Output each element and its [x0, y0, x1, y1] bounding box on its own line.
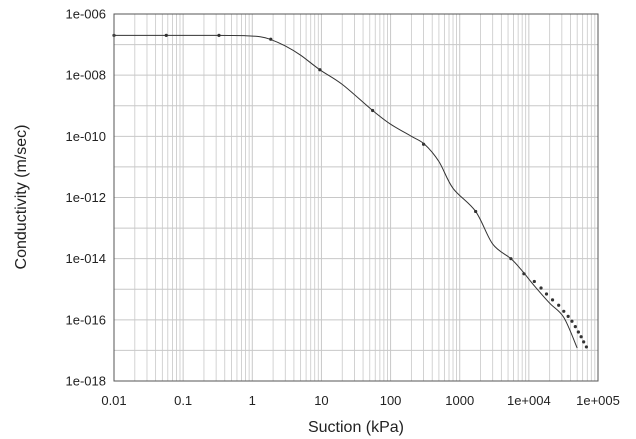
data-point [269, 37, 273, 41]
y-tick-label: 1e-008 [66, 68, 106, 83]
data-point [576, 330, 580, 334]
x-tick-label: 1 [249, 393, 256, 408]
x-tick-label: 1e+004 [507, 393, 551, 408]
y-tick-label: 1e-010 [66, 129, 106, 144]
data-point [557, 303, 561, 307]
marker-layer [112, 33, 589, 349]
y-tick-labels: 1e-018 1e-016 1e-014 1e-012 1e-010 1e-008 1e-0… [66, 7, 106, 389]
x-tick-label: 1e+005 [576, 393, 620, 408]
y-tick-label: 1e-012 [66, 190, 106, 205]
y-axis-label: Conductivity (m/sec) [13, 125, 30, 270]
data-point [584, 345, 589, 349]
data-point [421, 142, 426, 146]
x-tick-label: 100 [380, 393, 402, 408]
data-point [474, 209, 478, 214]
data-point [570, 319, 574, 323]
data-point [164, 33, 168, 37]
data-point [539, 286, 543, 290]
x-tick-labels: 0.01 0.1 1 10 100 1000 1e+004 1e+005 [101, 393, 620, 408]
data-point [371, 108, 375, 113]
grid-lines [113, 14, 598, 381]
data-point [217, 33, 221, 37]
plot-frame [113, 13, 599, 382]
y-tick-label: 1e-016 [66, 312, 106, 327]
data-point [566, 314, 570, 318]
data-point [509, 257, 513, 261]
data-point [550, 298, 555, 302]
x-tick-label: 0.01 [101, 393, 126, 408]
data-point [522, 272, 526, 276]
data-point [562, 309, 566, 313]
x-tick-label: 10 [314, 393, 328, 408]
x-tick-label: 1000 [445, 393, 474, 408]
data-point [573, 325, 577, 329]
data-point [579, 335, 583, 339]
data-point [532, 279, 536, 284]
x-tick-label: 0.1 [174, 393, 192, 408]
data-point [582, 340, 586, 344]
y-tick-label: 1e-006 [66, 7, 106, 22]
data-point [544, 292, 549, 296]
y-tick-label: 1e-014 [66, 251, 106, 266]
data-point [318, 68, 322, 72]
y-tick-label: 1e-018 [66, 374, 106, 389]
x-axis-label: Suction (kPa) [308, 419, 404, 436]
